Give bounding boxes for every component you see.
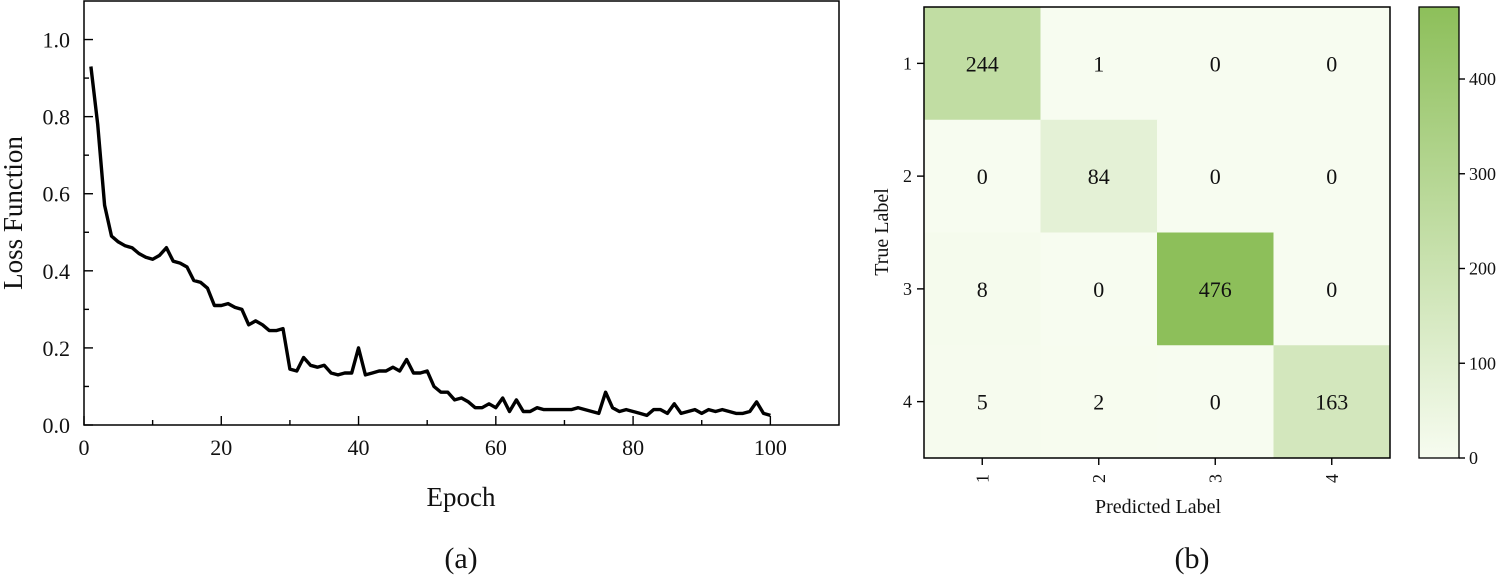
loss-x-axis-title: Epoch (427, 482, 496, 512)
loss-x-tick-label: 100 (754, 435, 787, 460)
confusion-cell (1157, 7, 1274, 121)
confusion-cell-value: 84 (1088, 164, 1110, 189)
confusion-cell (1040, 119, 1158, 233)
cm-x-tick-label: 3 (1205, 474, 1225, 483)
cm-y-tick-label: 2 (903, 166, 912, 186)
colorbar-ticks: 0 100 200 300 400 (1459, 69, 1496, 468)
loss-x-tick-label: 0 (79, 435, 90, 460)
confusion-cell-value: 8 (977, 277, 988, 302)
loss-y-tick-label: 0.2 (43, 336, 71, 361)
loss-x-tick-label: 80 (622, 435, 644, 460)
colorbar-tick-label: 200 (1469, 259, 1496, 279)
confusion-matrix-ticks: 1 2 3 4 1 2 3 4 (903, 53, 1342, 483)
loss-y-tick-label: 0.8 (43, 105, 71, 130)
confusion-cell-value: 0 (977, 164, 988, 189)
cm-y-tick-label: 4 (903, 392, 912, 412)
colorbar-tick-label: 100 (1469, 353, 1496, 373)
loss-y-tick-label: 1.0 (43, 28, 71, 53)
confusion-cell (1157, 232, 1274, 346)
confusion-cell-value: 0 (1326, 164, 1337, 189)
confusion-cell-value: 163 (1315, 390, 1348, 415)
confusion-cell-value: 0 (1210, 51, 1221, 76)
loss-y-tick-label: 0.0 (43, 413, 71, 438)
loss-x-tick-label: 40 (348, 435, 370, 460)
confusion-cell-value: 0 (1210, 164, 1221, 189)
confusion-cell-value: 5 (977, 390, 988, 415)
confusion-cell (924, 119, 1041, 233)
panel-a-label: (a) (444, 542, 477, 575)
cm-y-tick-label: 1 (903, 53, 912, 73)
confusion-cell-value: 244 (966, 51, 999, 76)
loss-y-tick-label: 0.6 (43, 182, 71, 207)
confusion-cell-value: 0 (1210, 390, 1221, 415)
confusion-cell (924, 345, 1041, 459)
loss-series-line (89, 66, 771, 418)
cm-y-axis-title: True Label (871, 188, 893, 276)
confusion-cell-value: 0 (1326, 51, 1337, 76)
loss-axis-ticks: 0 20 40 60 80 100 0.0 0.2 0.4 0.6 0.8 1.0 (43, 28, 787, 460)
cm-x-tick-label: 2 (1089, 474, 1109, 483)
loss-chart: 0 20 40 60 80 100 0.0 0.2 0.4 0.6 0.8 1.0 Epoch Los… (0, 0, 840, 575)
confusion-cell (1273, 345, 1391, 459)
loss-y-axis-title: Loss Function (0, 136, 28, 290)
confusion-cell (924, 232, 1041, 346)
confusion-cell-value: 476 (1199, 277, 1232, 302)
confusion-cell (1040, 232, 1158, 346)
confusion-cell (1273, 7, 1391, 121)
confusion-cell-value: 1 (1093, 51, 1104, 76)
colorbar-tick-label: 300 (1469, 164, 1496, 184)
confusion-cell (1157, 119, 1274, 233)
cm-x-tick-label: 4 (1322, 474, 1342, 483)
confusion-cell (924, 7, 1041, 121)
cm-x-axis-title: Predicted Label (1095, 496, 1221, 518)
confusion-cell (1273, 232, 1391, 346)
cm-y-tick-label: 3 (903, 279, 912, 299)
confusion-cell (1273, 119, 1391, 233)
confusion-cell (1040, 7, 1158, 121)
confusion-cell-value: 0 (1093, 277, 1104, 302)
colorbar (1418, 6, 1460, 459)
confusion-cell (1040, 345, 1158, 459)
loss-plot-frame (83, 0, 840, 426)
loss-x-tick-label: 20 (210, 435, 232, 460)
confusion-cell-value: 2 (1093, 390, 1104, 415)
loss-x-tick-label: 60 (485, 435, 507, 460)
colorbar-tick-label: 0 (1469, 448, 1478, 468)
confusion-cell-value: 0 (1326, 277, 1337, 302)
loss-y-tick-label: 0.4 (43, 259, 71, 284)
confusion-matrix-cells: 244 1 0 0 0 84 0 0 8 0 476 0 5 2 0 163 (924, 7, 1391, 459)
cm-x-tick-label: 1 (972, 474, 992, 483)
panel-b-label: (b) (1175, 542, 1210, 575)
confusion-cell (1157, 345, 1274, 459)
colorbar-tick-label: 400 (1469, 69, 1496, 89)
confusion-matrix-frame (923, 6, 1391, 459)
